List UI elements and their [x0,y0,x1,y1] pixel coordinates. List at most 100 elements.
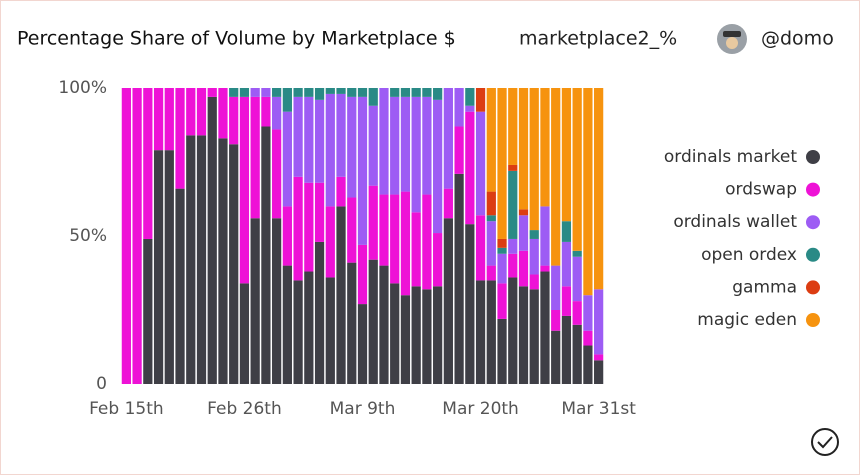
bar-segment [304,271,314,384]
bar-segment [357,88,368,97]
legend-label: ordinals market [664,147,797,167]
bar-segment [486,221,496,266]
bar-segment [518,286,529,384]
legend-label: open ordex [701,245,797,265]
bar-segment [347,96,357,198]
bar-segment [572,250,582,257]
bar-segment [229,88,239,97]
bar-segment [518,215,529,251]
bar-segment [164,88,174,151]
bar-segment [314,241,325,384]
bar-segment [454,173,464,384]
bar-segment [186,88,196,136]
x-tick-label: Mar 9th [330,399,396,419]
bar-segment [518,88,529,210]
bar-segment [250,96,260,219]
bar-segment [443,188,453,219]
bar-segment [261,88,271,97]
bar-segment [486,191,496,216]
bar-segment [572,256,582,302]
bar-segment [368,105,378,186]
bar-segment [561,88,572,222]
bar-segment [239,283,250,384]
bar-segment [282,206,292,266]
bar-segment [304,182,314,272]
bar-segment [357,304,368,384]
bar-segment [422,289,432,384]
bar-segment [572,88,582,251]
bar-segment [390,283,400,384]
bar-segment [250,218,260,384]
bar-segment [325,93,335,207]
bar-segment [475,111,486,216]
bar-segment [261,126,271,384]
bar-segment [475,280,486,384]
bar-segment [304,96,314,183]
bar-segment [411,212,421,287]
bar-segment [293,280,303,384]
bar-segment [229,96,239,145]
bar-segment [497,88,507,239]
bar-segment [357,244,368,305]
legend-swatch [806,313,820,327]
bar-segment [390,194,400,284]
bar-segment [465,105,475,112]
bar-segment [551,88,561,266]
bar-segment [561,241,572,287]
bar-segment [433,286,443,384]
bar-segment [196,88,207,136]
bar-segment [347,262,357,384]
bar-segment [594,354,604,361]
check-icon[interactable] [811,428,839,456]
bar-segment [325,88,335,94]
bar-segment [293,96,303,177]
bar-segment [508,238,518,254]
bar-segment [153,150,164,384]
bar-segment [143,88,153,239]
bar-segment [186,135,196,384]
bar-segment [540,206,550,266]
legend-label: ordinals wallet [673,212,797,232]
bar-segment [529,88,539,231]
bar-segment [583,330,593,346]
bar-segment [433,99,443,234]
user-name: @domo [761,28,834,50]
bar-segment [379,88,389,195]
bar-segment [529,238,539,275]
bar-segment [229,144,239,384]
bar-segment [518,209,529,216]
bar-segment [475,88,486,112]
bar-segment [497,283,507,319]
bar-segment [272,96,282,130]
bar-segment [400,96,411,192]
bar-segment [411,96,421,213]
bar-segment [422,194,432,290]
y-tick-label: 50% [69,226,107,246]
bar-segment [551,330,561,384]
bar-segment [207,88,217,97]
x-tick-label: Mar 20th [442,399,519,419]
bar-segment [175,88,185,189]
bar-segment [379,265,389,384]
bar-segment [572,324,582,384]
bar-segment [132,88,142,384]
bar-segment [551,310,561,331]
bar-segment [347,88,357,97]
bar-segment [368,185,378,260]
bar-segment [486,280,496,384]
y-tick-label: 0 [96,374,107,394]
bar-segment [325,206,335,278]
bar-segment [411,286,421,384]
legend-swatch [806,280,820,295]
bar-segment [529,274,539,290]
bar-segment [583,88,593,296]
bar-segment [454,88,464,127]
bar-segment [368,88,378,106]
bar-segment [347,197,357,263]
bar-segment [497,253,507,284]
bar-segment [508,170,518,239]
bar-segment [486,265,496,281]
bar-segment [293,88,303,97]
